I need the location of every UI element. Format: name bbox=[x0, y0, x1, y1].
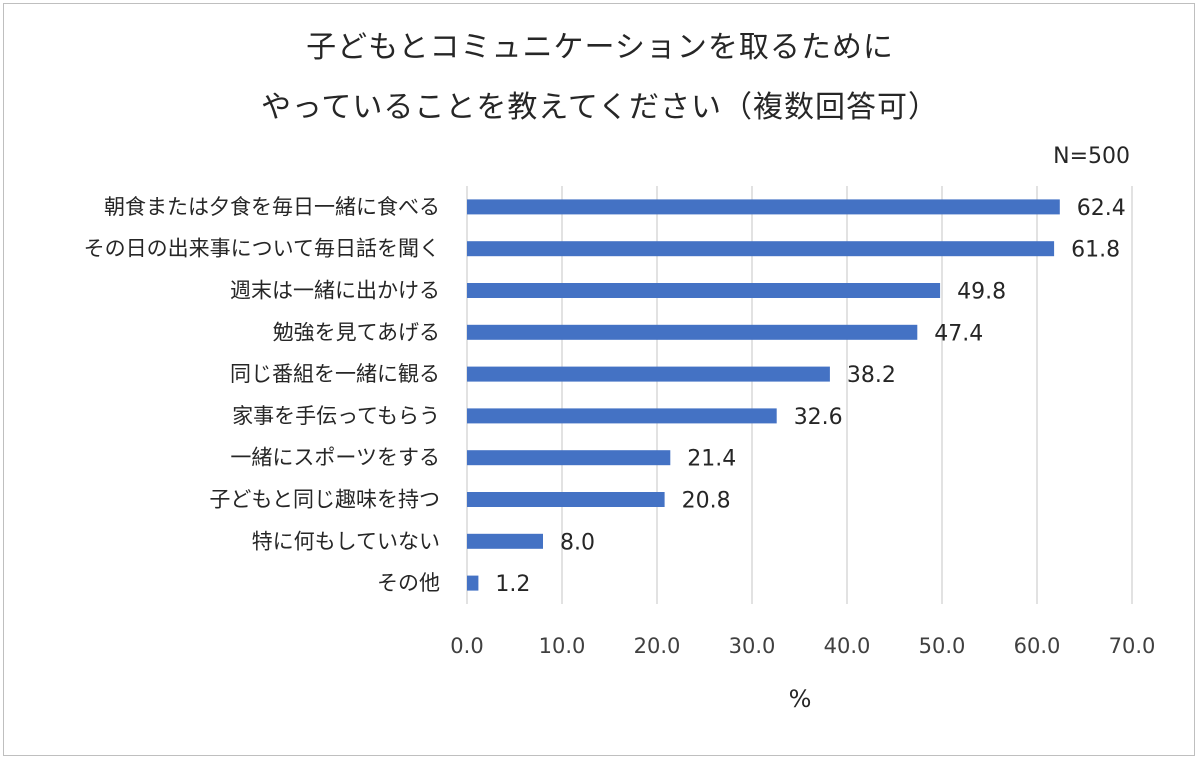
data-label: 8.0 bbox=[560, 530, 595, 555]
x-tick-label: 20.0 bbox=[634, 634, 681, 658]
category-labels: 朝食または夕食を毎日一緒に食べるその日の出来事について毎日話を聞く週末は一緒に出… bbox=[84, 195, 440, 595]
bar bbox=[467, 575, 479, 591]
data-label: 20.8 bbox=[682, 489, 731, 514]
data-label: 38.2 bbox=[847, 363, 896, 388]
x-axis-ticks: 0.0 10.0 20.0 30.0 40.0 50.0 60.0 70.0 bbox=[450, 634, 1155, 658]
x-tick-label: 70.0 bbox=[1109, 634, 1156, 658]
category-label: 一緒にスポーツをする bbox=[230, 446, 440, 470]
x-tick-label: 50.0 bbox=[919, 634, 966, 658]
category-label: 朝食または夕食を毎日一緒に食べる bbox=[104, 195, 440, 219]
value-labels: 62.4 61.8 49.8 47.4 38.232.6 21.4 20.8 8.0 1.2 bbox=[495, 196, 1125, 597]
bar bbox=[467, 283, 941, 298]
chart-title-line-2: やっていることを教えてください（複数回答可） bbox=[260, 90, 940, 125]
bar bbox=[467, 366, 830, 382]
bar bbox=[467, 241, 1055, 257]
bars bbox=[467, 199, 1060, 591]
bar bbox=[467, 533, 543, 549]
chart-title-line-1: 子どもとコミュニケーションを取るために bbox=[306, 30, 894, 65]
x-axis-label: % bbox=[789, 685, 812, 713]
bar bbox=[467, 492, 665, 507]
data-label: 61.8 bbox=[1071, 238, 1120, 263]
category-label: 勉強を見てあげる bbox=[273, 320, 440, 344]
category-label: その日の出来事について毎日話を聞く bbox=[84, 237, 440, 261]
bar bbox=[467, 408, 777, 424]
category-label: 特に何もしていない bbox=[252, 529, 440, 553]
category-label: 同じ番組を一緒に観る bbox=[230, 362, 440, 386]
x-tick-label: 30.0 bbox=[729, 634, 776, 658]
bar bbox=[467, 324, 918, 340]
data-label: 62.4 bbox=[1077, 196, 1126, 221]
category-label: 家事を手伝ってもらう bbox=[232, 404, 440, 428]
x-tick-label: 10.0 bbox=[539, 634, 586, 658]
data-label: 49.8 bbox=[957, 280, 1006, 305]
x-tick-label: 40.0 bbox=[824, 634, 871, 658]
bar bbox=[467, 450, 671, 466]
x-tick-label: 0.0 bbox=[450, 634, 483, 658]
category-label: その他 bbox=[377, 571, 440, 595]
data-label: 21.4 bbox=[687, 447, 736, 472]
data-label: 47.4 bbox=[934, 321, 983, 346]
category-label: 子どもと同じ趣味を持つ bbox=[209, 488, 440, 512]
category-label: 週末は一緒に出かける bbox=[230, 279, 440, 303]
x-tick-label: 60.0 bbox=[1014, 634, 1061, 658]
data-label: 32.6 bbox=[794, 405, 843, 430]
bar bbox=[467, 199, 1060, 215]
sample-size-note: N=500 bbox=[1053, 144, 1130, 169]
data-label: 1.2 bbox=[495, 572, 530, 597]
